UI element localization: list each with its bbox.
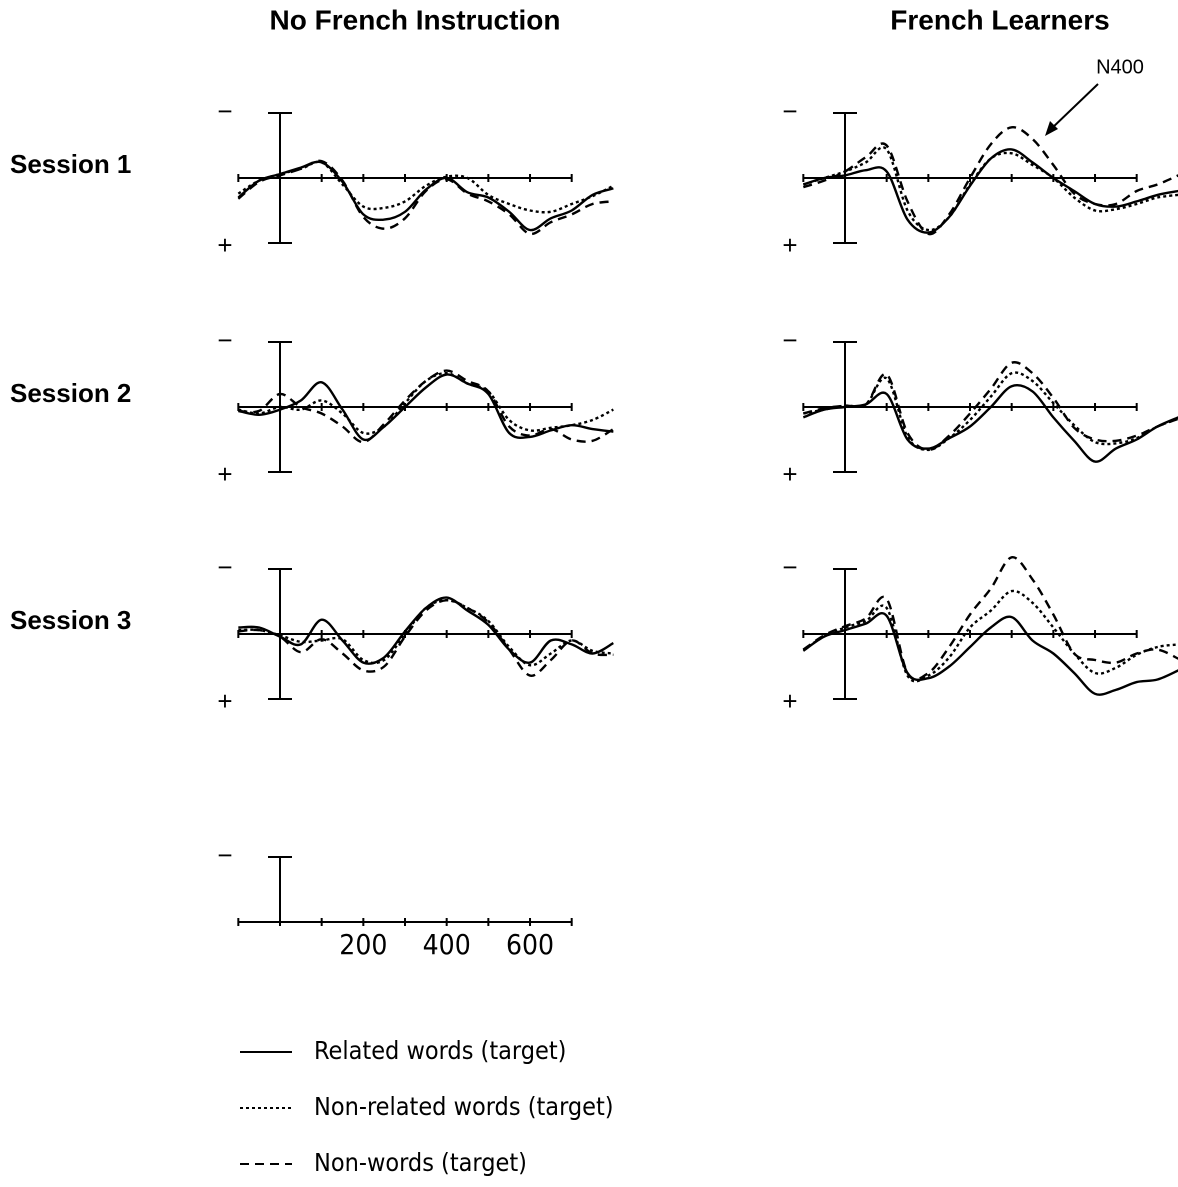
annotation-arrowhead (1045, 121, 1058, 136)
y-sign: − (217, 325, 232, 355)
erp-line (802, 148, 1178, 234)
y-sign: + (782, 230, 797, 260)
x-tick-label: 200 (339, 928, 387, 961)
erp-line (237, 159, 614, 236)
erp-line (238, 598, 614, 667)
erp-line (238, 373, 614, 442)
row-label: Session 3 (10, 605, 131, 635)
erp-line (238, 371, 614, 435)
column-title: French Learners (890, 4, 1109, 35)
column-title: No French Instruction (270, 4, 561, 35)
y-sign: + (217, 230, 232, 260)
y-sign: − (782, 552, 797, 582)
erp-line (803, 371, 1178, 452)
row-label: Session 1 (10, 149, 131, 179)
y-sign: + (217, 686, 232, 716)
legend-label: Non-words (target) (314, 1148, 527, 1177)
y-sign: − (217, 552, 232, 582)
legend-label: Non-related words (target) (314, 1092, 614, 1121)
x-tick-label: 400 (423, 928, 471, 961)
erp-line (802, 126, 1178, 236)
y-sign: − (782, 96, 797, 126)
erp-line (238, 598, 614, 677)
erp-line (803, 361, 1178, 452)
erp-line (802, 612, 1178, 696)
annotation: N400 (1096, 56, 1144, 78)
erp-line (237, 160, 614, 214)
y-sign: − (217, 840, 232, 870)
erp-line (802, 146, 1178, 232)
row-label: Session 2 (10, 378, 131, 408)
erp-line (802, 589, 1178, 683)
y-sign: − (217, 96, 232, 126)
y-sign: − (782, 325, 797, 355)
y-sign: + (782, 686, 797, 716)
erp-line (238, 369, 614, 444)
annotation-arrow (1049, 83, 1099, 131)
y-sign: + (217, 459, 232, 489)
erp-line (802, 556, 1178, 681)
legend-label: Related words (target) (314, 1036, 566, 1065)
y-sign: + (782, 459, 797, 489)
x-tick-label: 600 (506, 928, 554, 961)
